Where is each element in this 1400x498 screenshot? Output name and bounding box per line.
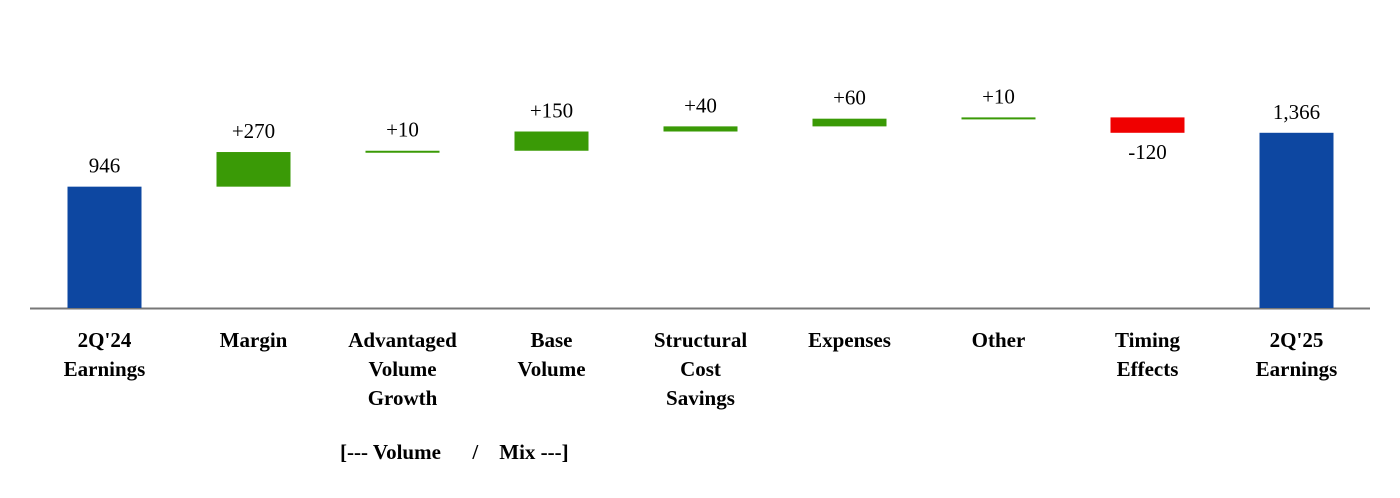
value-label: +150 [530,99,573,123]
x-tick-text: Structural Cost Savings [653,328,748,410]
x-tick-text: Expenses [808,328,891,352]
bar [216,152,291,187]
x-tick-text: Advantaged Volume Growth [348,328,457,410]
value-label: +60 [833,86,866,110]
annotation: [--- Volume / Mix ---] [340,440,569,464]
bar [663,126,738,132]
x-tick-label: Expenses [775,326,924,355]
x-tick-label: Structural Cost Savings [626,326,775,413]
x-tick-text: Base Volume [517,328,586,381]
bar [67,186,142,308]
bar [1259,132,1334,308]
bar [365,150,440,153]
value-label: 946 [89,154,121,178]
bar [812,118,887,127]
x-tick-label: Timing Effects [1073,326,1222,384]
bar [961,117,1036,120]
value-label: +40 [684,93,717,117]
x-tick-text: Other [971,328,1026,352]
x-tick-label: Margin [179,326,328,355]
x-tick-label: Advantaged Volume Growth [328,326,477,413]
x-tick-text: Margin [219,328,288,352]
x-tick-label: Base Volume [477,326,626,384]
value-label: +10 [982,84,1015,108]
value-label: +270 [232,119,275,143]
bar [514,131,589,151]
x-tick-text: Timing Effects [1115,328,1180,381]
x-tick-text: 2Q'24 Earnings [63,328,146,381]
value-label: 1,366 [1273,100,1320,124]
value-label: -120 [1128,140,1167,164]
bar [1110,117,1185,133]
value-label: +10 [386,118,419,142]
x-tick-label: 2Q'25 Earnings [1222,326,1371,384]
x-tick-label: Other [924,326,1073,355]
x-tick-label: 2Q'24 Earnings [30,326,179,384]
x-tick-text: 2Q'25 Earnings [1255,328,1338,381]
